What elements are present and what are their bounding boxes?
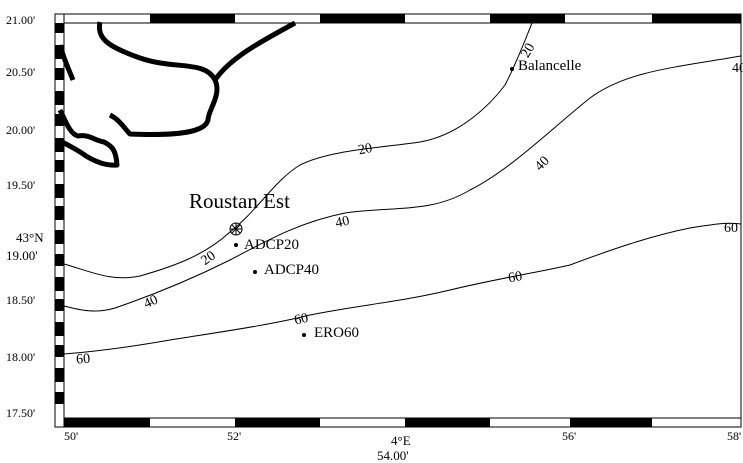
x-tick-label: 54.00' [377, 448, 409, 463]
isobaths [63, 22, 742, 355]
y-tick-label: 19.50' [6, 178, 35, 192]
y-tick-label: 18.50' [6, 293, 35, 307]
point-marker [253, 270, 257, 274]
station-marker-icon [229, 222, 243, 236]
isobath-label: 40 [732, 61, 743, 76]
isobath-label: 40 [142, 293, 161, 313]
isobath-label: 40 [334, 214, 351, 232]
y-axis-labels: 21.00' 20.50' 20.00' 19.50' 19.00' 18.50… [6, 13, 44, 420]
y-tick-label: 20.00' [6, 123, 35, 137]
point-label: ADCP40 [264, 262, 319, 278]
isobath-label: 20 [518, 41, 538, 61]
point-marker [234, 243, 238, 247]
isobath-20 [63, 22, 533, 279]
isobath-60 [63, 222, 742, 355]
isobath-label: 20 [199, 248, 219, 268]
x-tick-label: 52' [227, 429, 241, 443]
isobath-40 [63, 55, 742, 312]
x-tick-label: 50' [64, 429, 78, 443]
x-tick-label: 56' [562, 429, 576, 443]
isobath-label: 40 [532, 154, 553, 175]
x-tick-label: 58' [727, 429, 741, 443]
point-label: ADCP20 [244, 237, 299, 253]
y-tick-label: 18.00' [6, 350, 35, 364]
isobath-label: 60 [293, 311, 310, 329]
x-degree-label: 4°E [391, 433, 411, 448]
y-tick-label: 17.50' [6, 406, 35, 420]
y-tick-label: 20.50' [6, 65, 35, 79]
coastline [57, 20, 297, 168]
map-frame [54, 13, 742, 428]
isobath-label: 60 [507, 269, 523, 286]
y-tick-label: 21.00' [6, 13, 35, 27]
measurement-points: ADCP20 ADCP40 ERO60 Balancelle [234, 58, 582, 341]
point-label: ERO60 [314, 325, 359, 341]
point-marker [510, 67, 514, 71]
point-label: Balancelle [518, 58, 582, 74]
roustan-est-station: Roustan Est [189, 189, 290, 236]
isobath-label: 60 [76, 351, 91, 367]
point-marker [302, 333, 306, 337]
isobath-labels: 20 20 20 40 40 40 40 60 60 60 60 [76, 41, 743, 368]
isobath-label: 60 [724, 221, 738, 236]
isobath-label: 20 [357, 141, 374, 159]
station-label: Roustan Est [189, 189, 290, 213]
y-degree-label: 43°N [16, 230, 44, 245]
x-axis-labels: 50' 52' 54.00' 56' 58' 4°E [64, 429, 741, 463]
y-tick-label: 19.00' [6, 248, 38, 263]
